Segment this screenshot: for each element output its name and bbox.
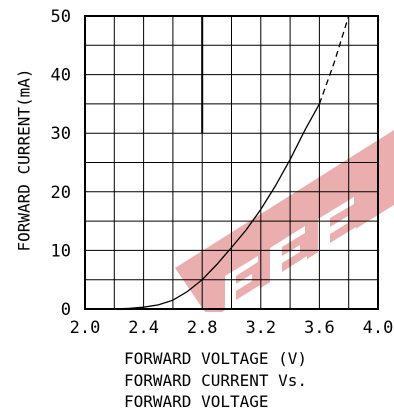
series-line: [114, 103, 320, 310]
x-tick-label: 3.6: [304, 318, 335, 338]
chart-grid: [84, 15, 379, 310]
x-tick-label: 4.0: [363, 318, 394, 338]
y-tick-label: 10: [51, 241, 71, 261]
plot-frame: [84, 15, 379, 310]
x-axis-label: FORWARD VOLTAGE (V): [124, 349, 307, 368]
chart-title-line-1: FORWARD CURRENT Vs.: [124, 371, 307, 390]
y-tick-label: 20: [51, 183, 71, 203]
y-tick-label: 30: [51, 124, 71, 144]
y-tick-label: 50: [51, 7, 71, 27]
watermark-letter: [318, 197, 356, 257]
y-tick-label: 0: [61, 300, 71, 320]
x-tick-label: 3.2: [245, 318, 276, 338]
y-tick-label: 40: [51, 66, 71, 86]
watermark-letter: [270, 226, 307, 286]
chart-title-line-2: FORWARD VOLTAGE: [124, 392, 269, 411]
y-axis-label: FORWARD CURRENT(mA): [15, 68, 34, 251]
x-tick-label: 2.4: [128, 318, 159, 338]
x-tick-label: 2.0: [70, 318, 101, 338]
series-line-extrapolated: [318, 15, 350, 105]
x-tick-label: 2.8: [187, 318, 218, 338]
chart-series: [114, 15, 350, 310]
chart-ticks: 2.0 2.4 2.8 3.2 3.6 4.0 0 10 20 30 40 50: [51, 7, 394, 338]
watermark-letter: [225, 256, 260, 313]
